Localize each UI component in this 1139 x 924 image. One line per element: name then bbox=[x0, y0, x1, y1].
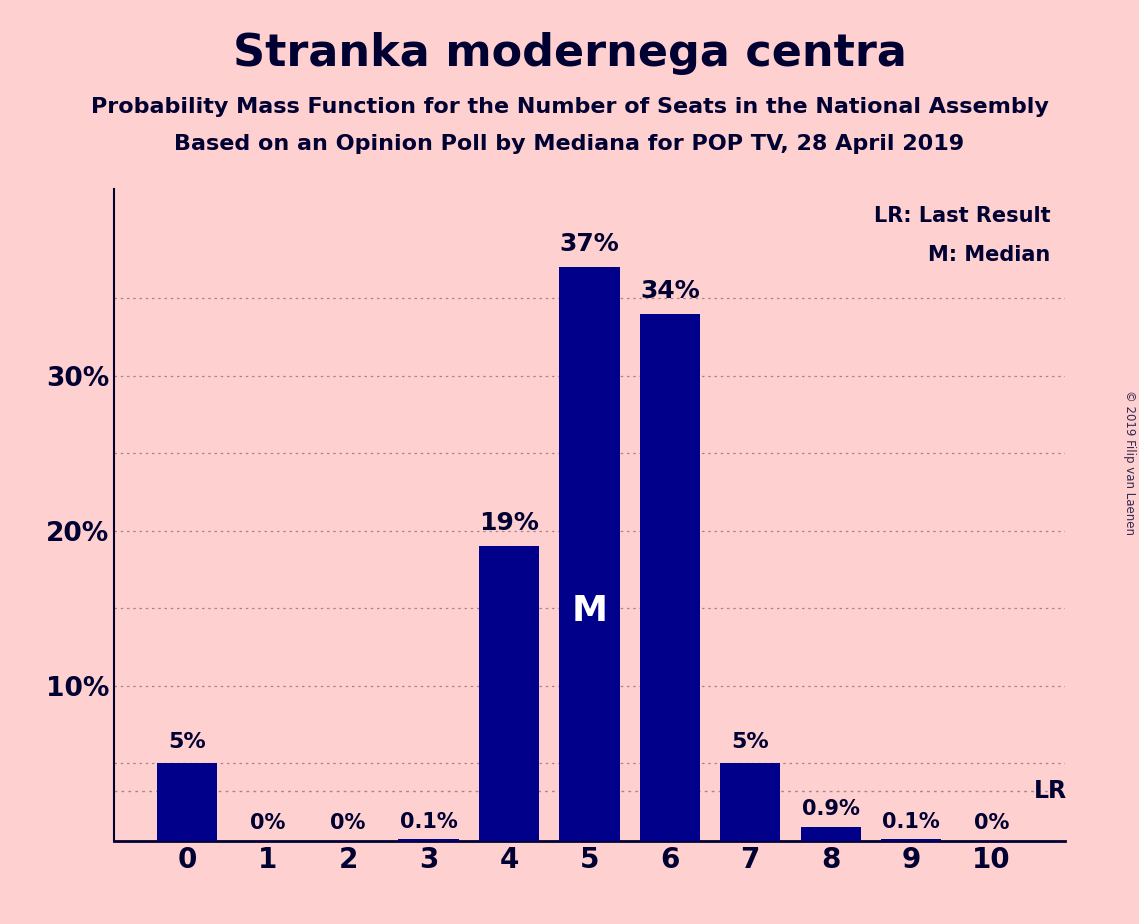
Text: 5%: 5% bbox=[731, 733, 769, 752]
Bar bbox=[640, 313, 700, 841]
Text: 0.9%: 0.9% bbox=[802, 799, 860, 820]
Text: 0%: 0% bbox=[974, 813, 1009, 833]
Text: 34%: 34% bbox=[640, 279, 699, 303]
Text: 0.1%: 0.1% bbox=[883, 811, 940, 832]
Text: 0%: 0% bbox=[251, 813, 286, 833]
Text: 37%: 37% bbox=[559, 232, 620, 256]
Bar bbox=[801, 827, 861, 841]
Text: LR: Last Result: LR: Last Result bbox=[874, 206, 1050, 225]
Text: Based on an Opinion Poll by Mediana for POP TV, 28 April 2019: Based on an Opinion Poll by Mediana for … bbox=[174, 134, 965, 154]
Text: M: Median: M: Median bbox=[928, 245, 1050, 265]
Text: Stranka modernega centra: Stranka modernega centra bbox=[232, 32, 907, 76]
Bar bbox=[399, 839, 459, 841]
Bar bbox=[720, 763, 780, 841]
Bar bbox=[157, 763, 218, 841]
Bar bbox=[478, 546, 539, 841]
Text: © 2019 Filip van Laenen: © 2019 Filip van Laenen bbox=[1123, 390, 1137, 534]
Text: M: M bbox=[572, 594, 607, 628]
Text: LR: LR bbox=[1033, 779, 1066, 803]
Text: Probability Mass Function for the Number of Seats in the National Assembly: Probability Mass Function for the Number… bbox=[91, 97, 1048, 117]
Text: 19%: 19% bbox=[480, 511, 539, 535]
Bar bbox=[559, 267, 620, 841]
Text: 5%: 5% bbox=[169, 733, 206, 752]
Text: 0%: 0% bbox=[330, 813, 366, 833]
Text: 0.1%: 0.1% bbox=[400, 811, 458, 832]
Bar bbox=[880, 839, 941, 841]
